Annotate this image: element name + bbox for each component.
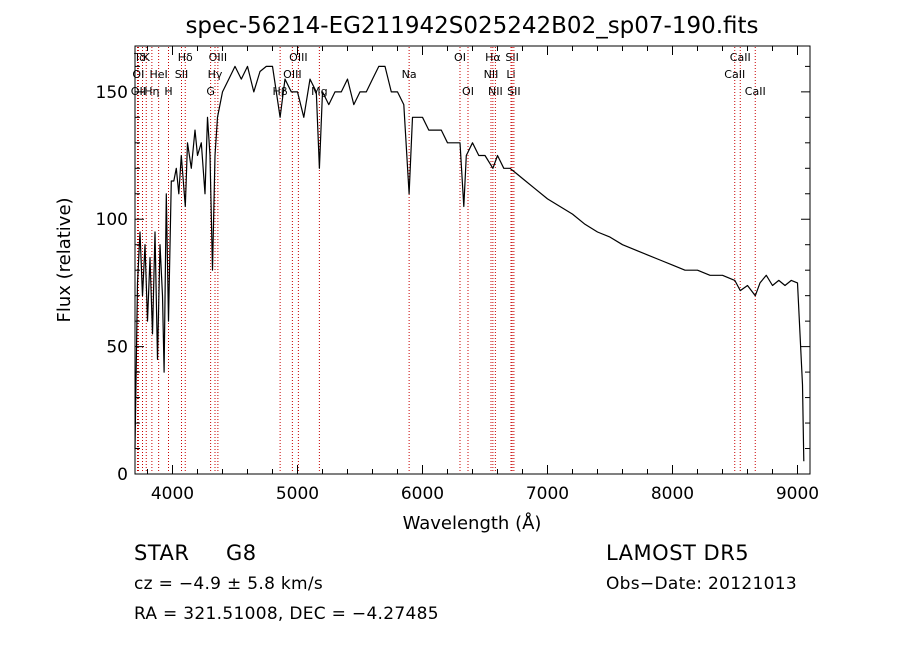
y-tick-label: 100 — [96, 210, 128, 230]
object-subclass: G8 — [226, 541, 257, 565]
line-marker-label: SII — [507, 85, 520, 98]
line-marker-label: Hβ — [272, 85, 287, 98]
line-marker-label: H — [164, 85, 172, 98]
line-marker-label: G — [206, 85, 215, 98]
line-marker-label: NII — [484, 68, 499, 81]
line-marker-label: OIII — [283, 68, 301, 81]
line-marker-label: T — [133, 51, 141, 64]
redshift-velocity: cz = −4.9 ± 5.8 km/s — [134, 574, 324, 594]
chart-title: spec-56214-EG211942S025242B02_sp07-190.f… — [185, 13, 758, 39]
line-marker-label: CaII — [724, 68, 745, 81]
line-marker-label: Na — [402, 68, 417, 81]
y-axis-label: Flux (relative) — [54, 197, 75, 322]
x-tick-label: 4000 — [151, 484, 194, 504]
line-marker-label: Hδ — [178, 51, 193, 64]
line-marker-label: SII — [175, 68, 188, 81]
axis-ticks: 4000 5000 6000 7000 8000 9000 0 50 100 150 — [96, 46, 819, 504]
x-tick-label: 7000 — [526, 484, 569, 504]
line-marker-label: δ — [139, 51, 146, 64]
object-class: STAR — [134, 541, 190, 565]
x-axis-label: Wavelength (Å) — [403, 512, 542, 534]
line-marker-label: OI — [454, 51, 466, 64]
plot-frame — [134, 45, 811, 475]
line-marker-label: OIII — [209, 51, 227, 64]
line-marker-label: Hη — [144, 85, 159, 98]
y-tick-label: 0 — [117, 465, 128, 485]
y-tick-label: 50 — [106, 338, 128, 358]
coordinates: RA = 321.51008, DEC = −4.27485 — [134, 604, 439, 624]
line-marker-label: OI — [462, 85, 474, 98]
line-marker-label: K — [143, 51, 151, 64]
x-tick-label: 8000 — [651, 484, 694, 504]
observation-date: Obs−Date: 20121013 — [606, 574, 797, 594]
spectrum-series — [134, 65, 805, 462]
survey-name: LAMOST DR5 — [606, 541, 750, 565]
x-tick-label: 6000 — [401, 484, 444, 504]
line-marker-label: SII — [505, 51, 518, 64]
line-marker-label: CaII — [745, 85, 766, 98]
line-marker-label: NII — [488, 85, 503, 98]
x-tick-label: 5000 — [276, 484, 319, 504]
line-marker-label: CaII — [730, 51, 751, 64]
y-tick-label: 150 — [96, 83, 128, 103]
line-marker-label: Hγ — [208, 68, 223, 81]
line-marker-label: OIII — [289, 51, 307, 64]
line-marker-label: HeI — [149, 68, 167, 81]
line-markers: TδK Hδ OIII OIII OI Hα SII CaII OI HeI SII Hγ OIII Na… — [131, 47, 766, 473]
spectrum-line — [134, 65, 805, 462]
x-tick-label: 9000 — [776, 484, 819, 504]
line-marker-label: Li — [506, 68, 515, 81]
line-marker-label: Hα — [485, 51, 501, 64]
